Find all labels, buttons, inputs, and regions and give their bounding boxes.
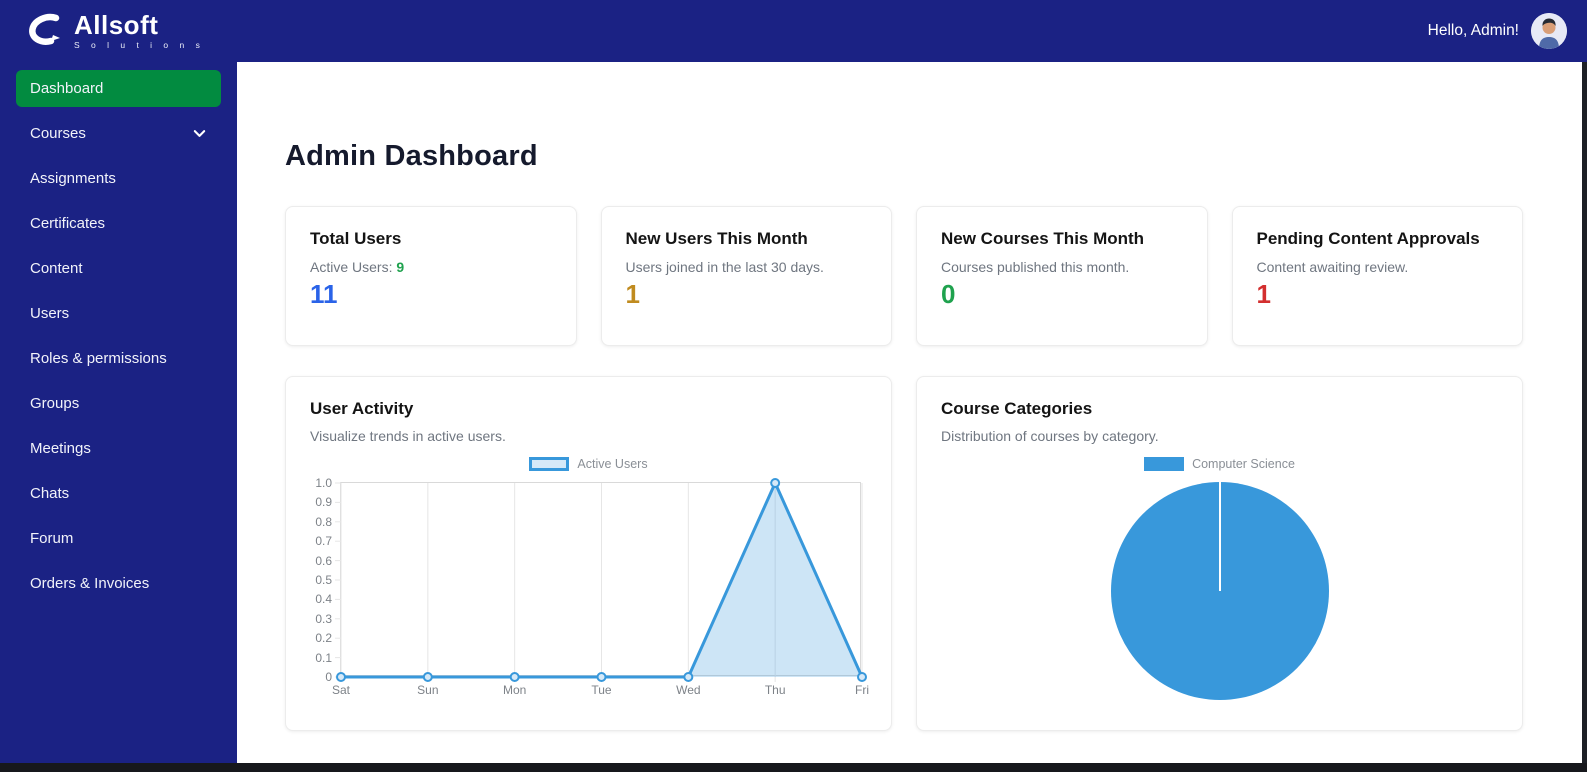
y-axis-tick-label: 0.5 <box>315 573 332 587</box>
y-axis-tick-label: 0.6 <box>315 553 332 568</box>
main-content: Admin Dashboard Total Users Active Users:… <box>237 62 1582 763</box>
pie-slice-computer-science <box>1110 482 1329 700</box>
chevron-down-icon <box>192 126 207 141</box>
y-axis-tick-label: 0 <box>325 670 332 684</box>
line-chart: 1.0 0.9 0.8 0.7 0.6 0.5 0.4 0.3 0.2 0.1 0 Sat Sun Mon… <box>315 476 869 697</box>
sidebar-item-label: Dashboard <box>30 80 104 97</box>
greeting-text: Hello, Admin! <box>1427 22 1519 39</box>
sidebar-item-label: Content <box>30 260 83 277</box>
y-axis-tick-label: 0.1 <box>315 650 332 665</box>
y-axis-tick-label: 0.9 <box>315 495 332 510</box>
x-axis-tick-label: Thu <box>764 683 786 697</box>
chart-title: Course Categories <box>941 399 1093 418</box>
stat-card-new-courses-this-month: New Courses This Month Courses published … <box>916 206 1208 346</box>
stat-card-pending-content-approvals: Pending Content Approvals Content awaitin… <box>1231 206 1523 346</box>
sidebar-item-assignments[interactable]: Assignments <box>16 160 221 197</box>
sidebar-item-meetings[interactable]: Meetings <box>16 430 221 467</box>
charts-row: User Activity Visualize trends in active… <box>285 376 1523 731</box>
user-activity-card: User Activity Visualize trends in active… <box>285 376 892 731</box>
y-axis-tick-label: 0.3 <box>315 611 332 626</box>
sidebar-item-users[interactable]: Users <box>16 295 221 332</box>
brand-name: Allsoft <box>74 10 159 41</box>
sidebar-item-chats[interactable]: Chats <box>16 475 221 512</box>
sidebar-item-groups[interactable]: Groups <box>16 385 221 422</box>
chart-title: User Activity <box>310 399 414 418</box>
x-axis-tick-label: Tue <box>591 683 612 697</box>
stat-card-value: 1 <box>625 279 640 309</box>
stat-card-subtitle: Active Users: 9 <box>310 259 405 275</box>
chart-legend: Computer Science <box>941 456 1498 472</box>
sidebar-item-label: Certificates <box>30 215 106 232</box>
stat-card-subtitle: Content awaiting review. <box>1256 259 1409 275</box>
y-axis-tick-label: 0.8 <box>315 514 332 529</box>
x-axis-tick-label: Fri <box>855 683 869 697</box>
y-axis-tick-label: 0.4 <box>315 592 332 607</box>
sidebar-item-certificates[interactable]: Certificates <box>16 205 221 242</box>
legend-swatch <box>529 457 570 471</box>
stat-card-title: Total Users <box>310 229 402 248</box>
brand-logo[interactable]: Allsoft S o l u t i o n s <box>20 11 204 51</box>
sidebar-item-roles-permissions[interactable]: Roles & permissions <box>16 340 221 377</box>
brand-subtitle: S o l u t i o n s <box>74 40 205 51</box>
stat-card-subtitle: Courses published this month. <box>941 259 1130 275</box>
sidebar-item-label: Users <box>30 305 70 322</box>
y-axis-tick-label: 1.0 <box>315 476 332 490</box>
x-axis-tick-label: Mon <box>502 683 527 697</box>
screen-edge-bottom <box>0 763 1587 772</box>
pie-slice-divider <box>1218 482 1221 591</box>
avatar[interactable] <box>1531 13 1567 49</box>
x-axis-tick-label: Sat <box>331 683 350 697</box>
stat-card-value: 11 <box>310 279 338 309</box>
x-axis-tick-label: Wed <box>676 683 701 697</box>
stat-card-subtitle-value: 9 <box>396 259 405 275</box>
brand-text: Allsoft S o l u t i o n s <box>74 12 204 50</box>
sidebar-item-label: Forum <box>30 530 74 547</box>
chart-subtitle: Distribution of courses by category. <box>941 428 1159 444</box>
user-area: Hello, Admin! <box>1428 13 1567 49</box>
stats-row: Total Users Active Users: 9 11 New Users Th… <box>285 206 1523 346</box>
sidebar-item-courses[interactable]: Courses <box>16 115 221 152</box>
sidebar-item-label: Orders & Invoices <box>30 575 150 592</box>
line-chart-plot-area: 1.0 0.9 0.8 0.7 0.6 0.5 0.4 0.3 0.2 0.1 0 Sat Sun Mon… <box>315 476 869 697</box>
sidebar-item-label: Roles & permissions <box>30 350 167 367</box>
sidebar: Dashboard Courses Assignments Certificates C… <box>0 62 237 772</box>
topbar: Allsoft S o l u t i o n s Hello, Admin! <box>0 0 1587 62</box>
x-axis-tick-label: Sun <box>417 683 439 697</box>
legend-label: Computer Science <box>1192 457 1295 471</box>
sidebar-item-label: Chats <box>30 485 70 502</box>
stat-card-value: 1 <box>1256 279 1271 309</box>
page-title: Admin Dashboard <box>285 140 538 172</box>
sidebar-item-label: Assignments <box>30 170 116 187</box>
sidebar-nav: Dashboard Courses Assignments Certificates C… <box>16 70 221 602</box>
sidebar-item-content[interactable]: Content <box>16 250 221 287</box>
sidebar-item-orders-invoices[interactable]: Orders & Invoices <box>16 565 221 602</box>
pie-chart <box>941 482 1498 700</box>
sidebar-item-label: Groups <box>30 395 80 412</box>
stat-card-subtitle: Users joined in the last 30 days. <box>625 259 824 275</box>
chart-subtitle: Visualize trends in active users. <box>310 428 506 444</box>
brand-swoosh-icon <box>20 11 66 51</box>
sidebar-item-label: Courses <box>30 125 86 142</box>
sidebar-item-label: Meetings <box>30 440 91 457</box>
stat-card-value: 0 <box>941 279 956 309</box>
stat-card-title: Pending Content Approvals <box>1256 229 1480 248</box>
chart-legend: Active Users <box>310 456 867 472</box>
course-categories-card: Course Categories Distribution of course… <box>916 376 1523 731</box>
sidebar-item-forum[interactable]: Forum <box>16 520 221 557</box>
legend-swatch <box>1144 457 1185 471</box>
stat-card-new-users-this-month: New Users This Month Users joined in the … <box>600 206 892 346</box>
y-axis-tick-label: 0.7 <box>315 534 332 549</box>
stat-card-title: New Users This Month <box>625 229 808 248</box>
stat-card-total-users: Total Users Active Users: 9 11 <box>285 206 577 346</box>
y-axis-tick-label: 0.2 <box>315 631 332 646</box>
screen-edge-right <box>1582 62 1587 763</box>
legend-label: Active Users <box>577 457 648 471</box>
stat-card-title: New Courses This Month <box>941 229 1145 248</box>
sidebar-item-dashboard[interactable]: Dashboard <box>16 70 221 107</box>
